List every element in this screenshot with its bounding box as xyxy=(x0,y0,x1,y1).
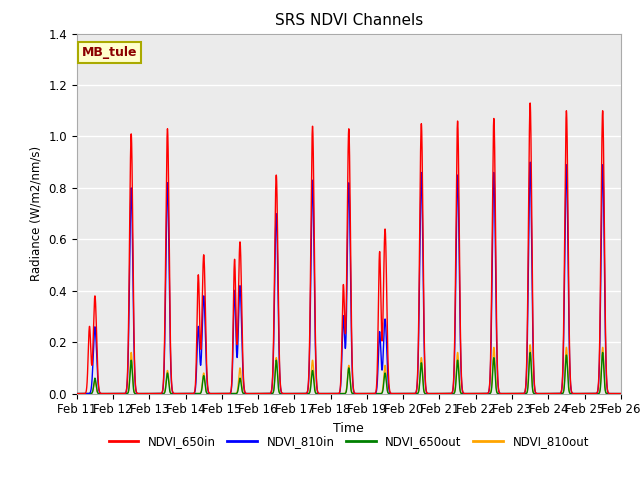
Y-axis label: Radiance (W/m2/nm/s): Radiance (W/m2/nm/s) xyxy=(30,146,43,281)
X-axis label: Time: Time xyxy=(333,422,364,435)
Title: SRS NDVI Channels: SRS NDVI Channels xyxy=(275,13,423,28)
Legend: NDVI_650in, NDVI_810in, NDVI_650out, NDVI_810out: NDVI_650in, NDVI_810in, NDVI_650out, NDV… xyxy=(104,430,594,453)
Text: MB_tule: MB_tule xyxy=(82,46,138,59)
